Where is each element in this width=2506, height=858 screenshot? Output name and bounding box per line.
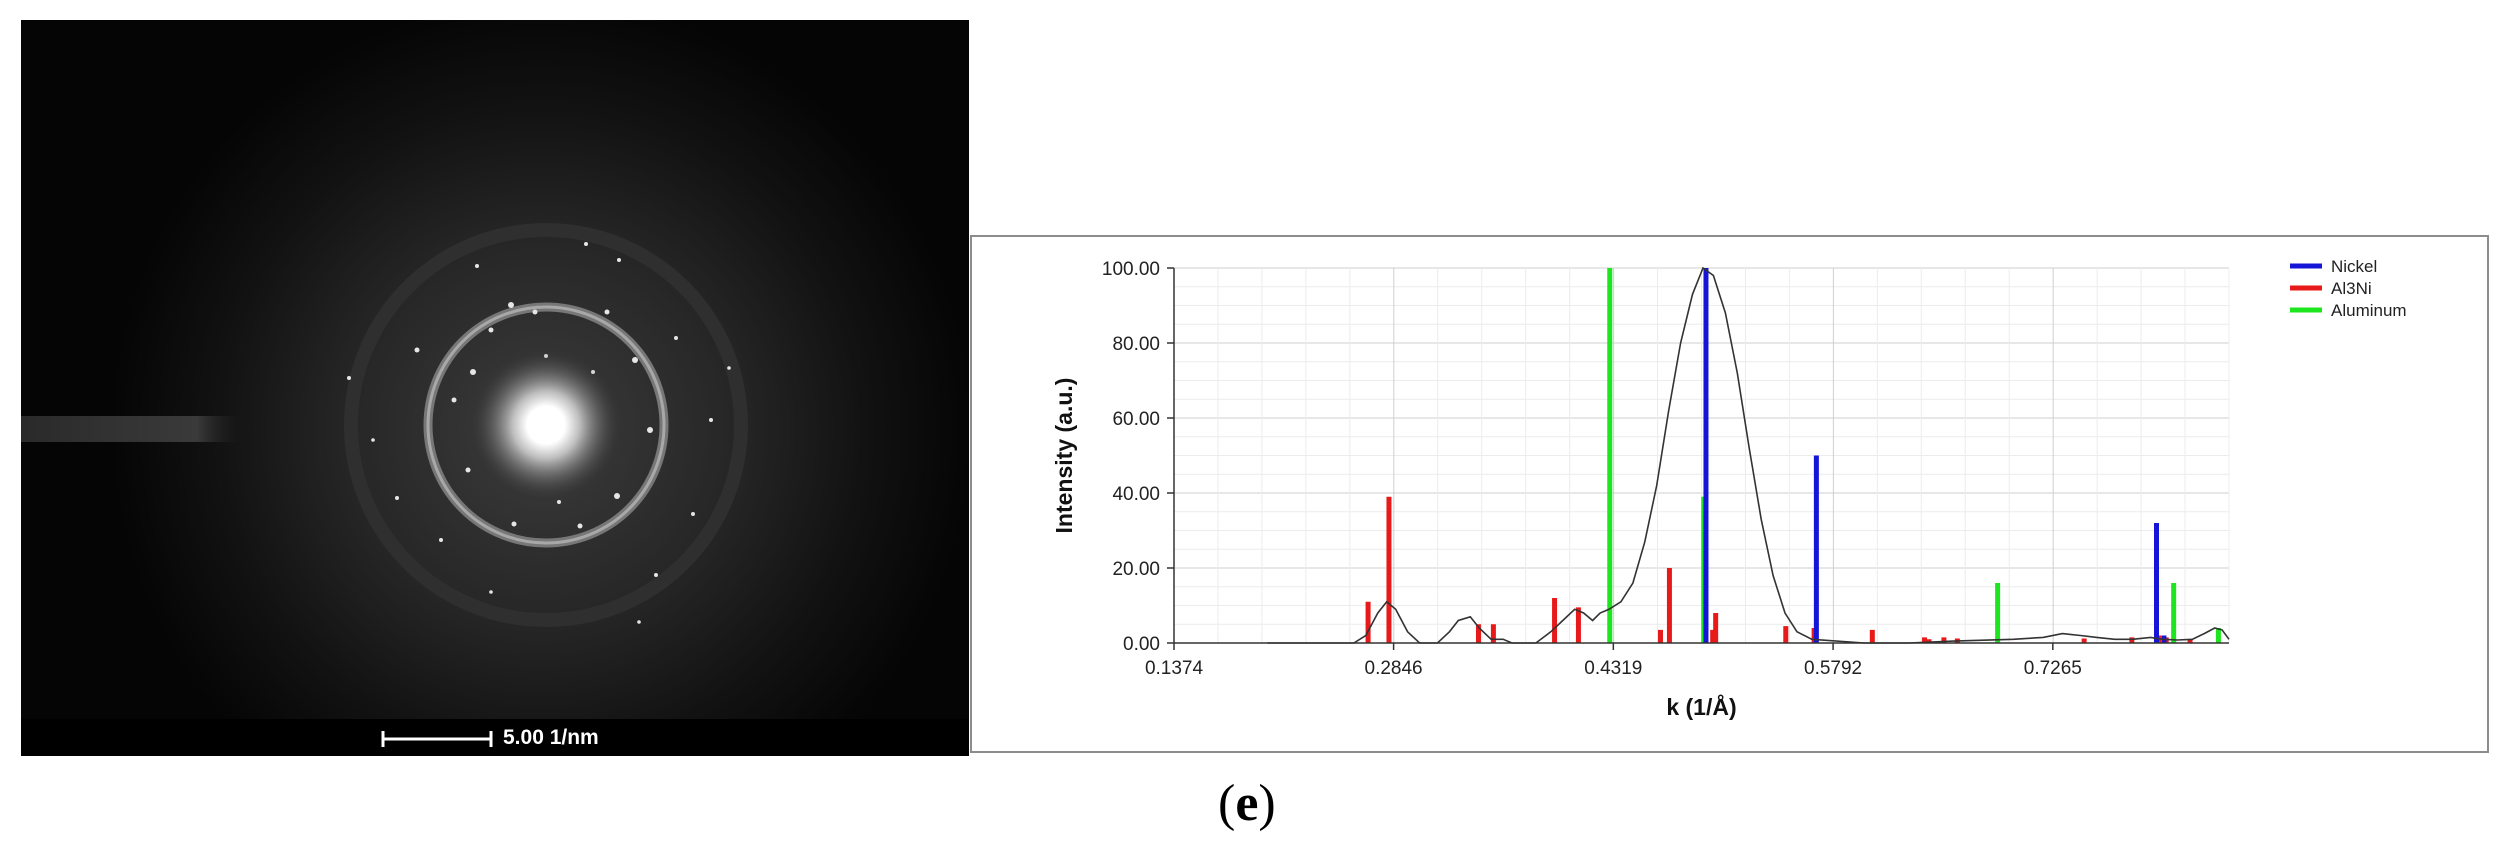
- al3ni-peak-bar: [1475, 624, 1481, 643]
- chart-canvas: 0.00 20.00 40.00 60.00 80.00 100.00 0.1374 0.28…: [1051, 257, 2407, 720]
- y-tick-label: 40.00: [1112, 484, 1160, 505]
- y-axis-title: Intensity (a.u.): [1051, 378, 1077, 534]
- aluminum-peak-bar: [1607, 268, 1613, 643]
- al3ni-peak-bar: [1552, 598, 1558, 643]
- diffraction-pattern: [21, 20, 969, 756]
- beam-stop-streak: [21, 416, 241, 442]
- al3ni-peak-bar: [1490, 624, 1496, 643]
- y-tick-label: 20.00: [1112, 559, 1160, 580]
- legend: Nickel Al3Ni Aluminum: [2290, 257, 2407, 320]
- al3ni-peak-bar: [1941, 637, 1947, 643]
- caption-open-paren: (: [1218, 775, 1236, 832]
- y-tick-label: 60.00: [1112, 409, 1160, 430]
- profile-line: [1267, 266, 2230, 644]
- al3ni-peak-bar: [1386, 496, 1392, 643]
- legend-label-al3ni: Al3Ni: [2331, 279, 2372, 298]
- peak-bars: [1365, 268, 2221, 643]
- al3ni-peak-bar: [1926, 639, 1932, 643]
- al3ni-peak-bar: [1575, 607, 1581, 643]
- scale-bar-strip: [21, 719, 969, 756]
- x-tick-label: 0.7265: [2024, 658, 2082, 679]
- y-tick-label: 0.00: [1123, 634, 1160, 655]
- al3ni-peak-bar: [1657, 629, 1663, 643]
- panel-caption: (e): [1218, 774, 1276, 833]
- legend-label-aluminum: Aluminum: [2331, 301, 2407, 320]
- nickel-peak-bar: [1703, 268, 1709, 643]
- profile-curve: [1267, 266, 2230, 644]
- outer-ring: [344, 223, 748, 627]
- xrd-profile-chart: 0.00 20.00 40.00 60.00 80.00 100.00 0.1374 0.28…: [970, 235, 2489, 753]
- scale-bar: [381, 731, 493, 747]
- central-beam: [471, 350, 621, 500]
- al3ni-peak-bar: [1713, 613, 1719, 643]
- x-tick-label: 0.2846: [1365, 658, 1423, 679]
- al3ni-peak-bar: [1783, 626, 1789, 643]
- al3ni-peak-bar: [2187, 639, 2193, 643]
- x-tick-label: 0.5792: [1804, 658, 1862, 679]
- axes: 0.00 20.00 40.00 60.00 80.00 100.00 0.1374 0.28…: [1051, 259, 2229, 720]
- tem-diffraction-image: 5.00 1/nm: [21, 20, 969, 756]
- aluminum-peak-bar: [2171, 583, 2177, 643]
- al3ni-peak-bar: [1666, 568, 1672, 643]
- al3ni-peak-bar: [2081, 638, 2087, 643]
- al3ni-peak-bar: [1922, 637, 1928, 643]
- y-tick-label: 100.00: [1102, 259, 1160, 280]
- al3ni-peak-bar: [1365, 601, 1371, 643]
- al3ni-peak-bar: [1869, 629, 1875, 643]
- x-axis-title: k (1/Å): [1666, 693, 1736, 720]
- x-tick-label: 0.1374: [1145, 658, 1204, 679]
- scale-bar-label: 5.00 1/nm: [503, 726, 599, 749]
- aluminum-peak-bar: [1995, 583, 2001, 643]
- caption-close-paren: ): [1258, 775, 1276, 832]
- nickel-peak-bar: [2153, 523, 2159, 643]
- inner-ring-core: [426, 305, 666, 545]
- diffraction-spots: [347, 242, 731, 624]
- caption-letter: e: [1235, 775, 1259, 832]
- nickel-peak-bar: [1813, 455, 1819, 643]
- x-tick-label: 0.4319: [1584, 658, 1642, 679]
- legend-label-nickel: Nickel: [2331, 257, 2377, 276]
- al3ni-peak-bar: [1710, 629, 1716, 643]
- al3ni-peak-bar: [2129, 637, 2135, 643]
- aluminum-peak-bar: [2215, 628, 2221, 643]
- y-tick-label: 80.00: [1112, 334, 1160, 355]
